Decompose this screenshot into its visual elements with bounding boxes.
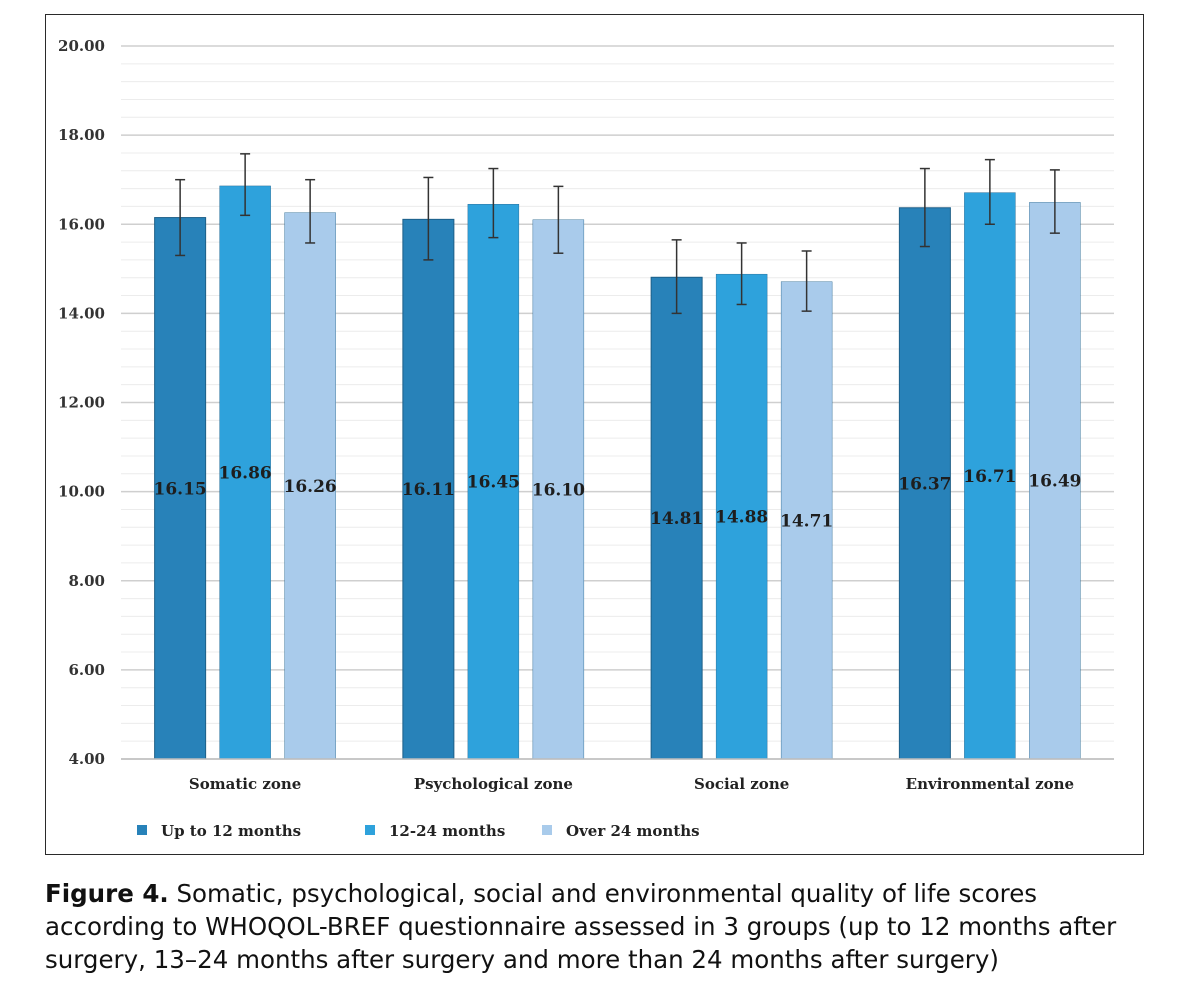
data-label: 16.49: [1028, 472, 1081, 492]
x-category-label: Somatic zone: [189, 775, 301, 793]
bar: [532, 219, 585, 760]
bar: [219, 185, 271, 760]
data-label: 16.15: [154, 479, 207, 499]
data-label: 16.10: [532, 480, 585, 500]
y-tick-label: 6.00: [68, 661, 105, 679]
y-tick-label: 10.00: [58, 483, 105, 501]
x-category-label: Social zone: [694, 775, 789, 793]
y-tick-label: 14.00: [58, 304, 105, 322]
legend-label: Over 24 months: [566, 822, 700, 840]
bar: [715, 273, 768, 760]
figure-caption: Figure 4. Somatic, psychological, social…: [45, 877, 1155, 976]
bar: [780, 281, 833, 760]
y-tick-label: 16.00: [58, 215, 105, 233]
y-tick-label: 4.00: [68, 750, 105, 768]
y-tick-label: 20.00: [58, 37, 105, 55]
data-label: 14.88: [715, 508, 768, 528]
bar: [284, 212, 336, 760]
data-label: 14.71: [780, 511, 833, 531]
legend-swatch: [542, 825, 552, 835]
bar-chart: 4.00 6.00 8.00 10.00 12.00 14.00 16.00 18.00 20.…: [58, 37, 1114, 840]
data-label: 16.37: [898, 474, 951, 494]
caption-text: Somatic, psychological, social and envir…: [45, 879, 1117, 974]
chart-frame: 4.00 6.00 8.00 10.00 12.00 14.00 16.00 18.00 20.…: [45, 14, 1144, 855]
x-category-label: Psychological zone: [414, 775, 573, 793]
data-label: 16.11: [402, 480, 455, 500]
legend-label: 12-24 months: [389, 822, 505, 840]
data-label: 16.26: [284, 477, 337, 497]
data-label: 16.45: [467, 473, 520, 493]
bar: [1029, 202, 1081, 760]
data-label: 16.71: [963, 467, 1016, 487]
legend-swatch: [365, 825, 375, 835]
bar: [402, 218, 455, 760]
bar: [154, 217, 207, 760]
caption-label: Figure 4.: [45, 879, 169, 908]
x-category-label: Environmental zone: [906, 775, 1074, 793]
y-tick-label: 8.00: [68, 572, 105, 590]
bar: [650, 276, 703, 760]
legend-label: Up to 12 months: [161, 822, 301, 840]
data-label: 14.81: [650, 509, 703, 529]
bar: [964, 192, 1016, 760]
y-tick-label: 12.00: [58, 394, 105, 412]
y-tick-label: 18.00: [58, 126, 105, 144]
bar: [898, 207, 951, 760]
data-label: 16.86: [219, 463, 272, 483]
legend-swatch: [137, 825, 147, 835]
